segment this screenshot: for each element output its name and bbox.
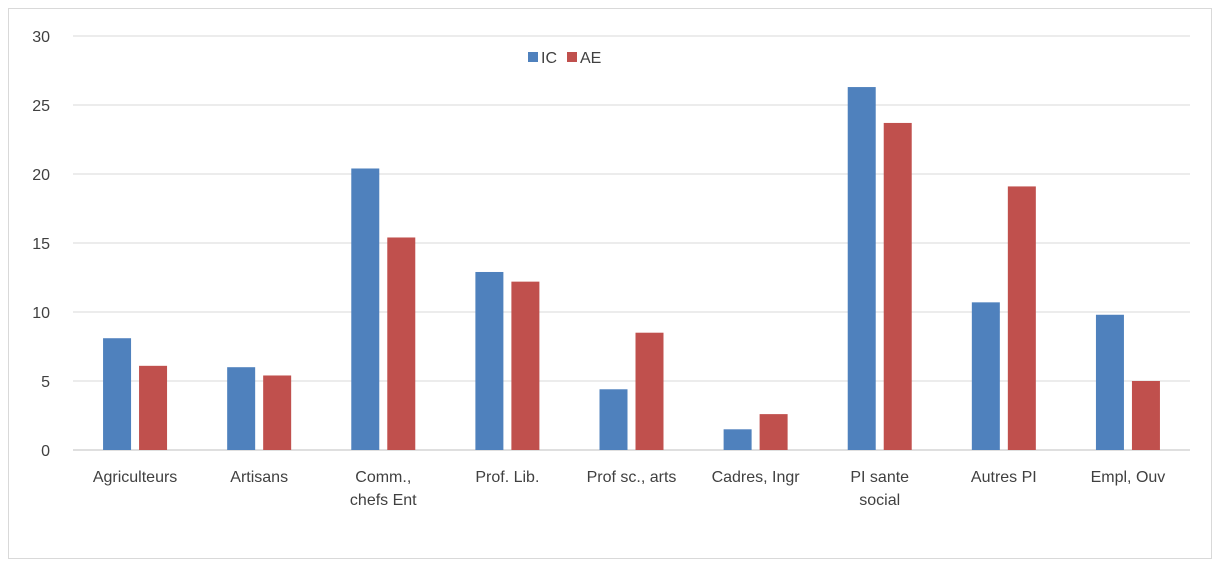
- bar-ae: [387, 237, 416, 450]
- legend-swatch-ic: [528, 52, 538, 62]
- category-label: Prof sc., arts: [587, 469, 677, 486]
- y-tick-label: 15: [32, 236, 50, 253]
- bar-ae: [635, 332, 664, 450]
- bar-ae: [759, 414, 788, 450]
- bar-ic: [1095, 314, 1124, 450]
- legend-label-ae: AE: [580, 50, 601, 67]
- category-label: Agriculteurs: [93, 469, 177, 486]
- y-tick-label: 25: [32, 98, 50, 115]
- bar-ic: [351, 168, 380, 451]
- bar-ae: [511, 281, 540, 450]
- y-tick-label: 0: [41, 443, 50, 460]
- y-tick-label: 10: [32, 305, 50, 322]
- bar-ic: [847, 87, 876, 450]
- category-label: chefs Ent: [350, 492, 417, 509]
- bar-ic: [599, 389, 628, 450]
- category-label: Comm.,: [355, 469, 411, 486]
- y-tick-label: 30: [32, 29, 50, 46]
- y-tick-label: 20: [32, 167, 50, 184]
- legend-label-ic: IC: [541, 50, 557, 67]
- category-label: Prof. Lib.: [475, 469, 539, 486]
- legend-swatch-ae: [567, 52, 577, 62]
- bar-ae: [1007, 186, 1036, 451]
- bar-ae: [883, 122, 912, 450]
- category-label: Empl, Ouv: [1091, 469, 1166, 486]
- bar-ic: [227, 367, 256, 450]
- bar-ic: [971, 302, 1000, 450]
- bar-ae: [139, 365, 168, 450]
- bar-ic: [723, 429, 752, 450]
- y-tick-label: 5: [41, 374, 50, 391]
- category-label: Autres PI: [971, 469, 1037, 486]
- category-label: Cadres, Ingr: [712, 469, 801, 486]
- category-label: social: [859, 492, 900, 509]
- bar-ic: [103, 338, 132, 450]
- bar-ae: [1131, 381, 1160, 450]
- category-label: PI sante: [850, 469, 909, 486]
- category-label: Artisans: [230, 469, 288, 486]
- bar-ic: [475, 271, 504, 450]
- bar-ae: [263, 375, 292, 450]
